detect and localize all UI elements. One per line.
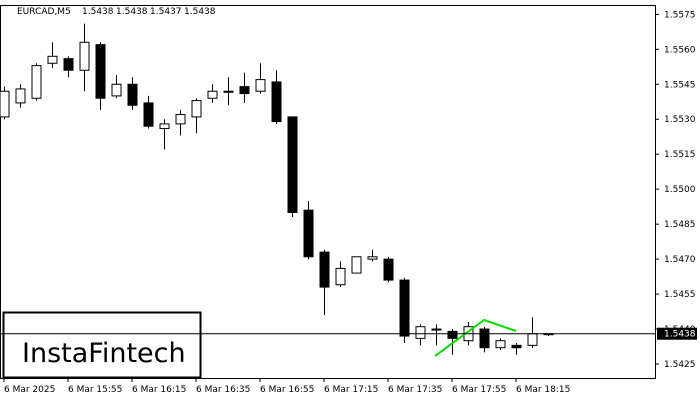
x-tick-label: 6 Mar 17:35 <box>388 385 442 395</box>
candle-body <box>175 114 186 125</box>
candle-body <box>319 251 330 288</box>
candle-body <box>15 88 26 104</box>
x-tick-label: 6 Mar 15:55 <box>68 385 122 395</box>
y-tick-label: 1.5455 <box>664 290 696 300</box>
y-tick-label: 1.5560 <box>664 45 696 55</box>
candle-body <box>255 79 266 92</box>
x-tick-label: 6 Mar 16:15 <box>132 385 186 395</box>
pattern-line <box>434 318 517 357</box>
candle-body <box>127 83 138 106</box>
symbol: EURCAD,M5 <box>17 7 71 17</box>
logo-box <box>2 311 202 379</box>
header-ohlc: 1.5438 1.5438 1.5437 1.5438 <box>82 7 216 17</box>
x-tick-label: 6 Mar 16:55 <box>260 385 314 395</box>
candle-body <box>223 90 234 93</box>
y-tick-label: 1.5500 <box>664 185 696 195</box>
y-tick-label: 1.5425 <box>664 360 696 370</box>
y-tick-label: 1.5470 <box>664 255 696 265</box>
candle-body <box>415 326 426 339</box>
candle-body <box>495 340 506 349</box>
candle-body <box>447 330 458 339</box>
candle-body <box>159 123 170 130</box>
candle-body <box>111 83 122 97</box>
x-tick-label: 6 Mar 17:15 <box>324 385 378 395</box>
x-tick-label: 6 Mar 17:55 <box>452 385 506 395</box>
current-price-label: 1.5438 <box>664 330 696 340</box>
header-value: 1.5438 <box>116 7 148 17</box>
x-tick-label: 6 Mar 2025 <box>4 385 55 395</box>
current-price-box <box>657 327 697 340</box>
candle-body <box>399 279 410 337</box>
candle-body <box>527 333 538 346</box>
candle-body <box>239 86 250 95</box>
x-tick-label: 6 Mar 18:15 <box>516 385 570 395</box>
candle-body <box>207 90 218 99</box>
header-value: 1.5437 <box>150 7 182 17</box>
header-value: 1.5438 <box>82 7 114 17</box>
x-tick-label: 6 Mar 16:35 <box>196 385 250 395</box>
y-tick-label: 1.5545 <box>664 80 696 90</box>
candle-body <box>351 256 362 274</box>
y-tick-label: 1.5530 <box>664 115 696 125</box>
candle-body <box>95 44 106 99</box>
candle-body <box>31 65 42 99</box>
candle-body <box>47 55 58 64</box>
candle-body <box>143 102 154 127</box>
y-tick-label: 1.5515 <box>664 150 696 160</box>
candle-body <box>303 209 314 258</box>
candle-body <box>383 258 394 281</box>
candle-body <box>63 58 74 71</box>
candle-body <box>335 267 346 286</box>
candle-body <box>0 90 10 118</box>
candle-body <box>511 344 522 349</box>
logo: InstaFintech <box>22 338 186 369</box>
y-tick-label: 1.5575 <box>664 10 696 20</box>
candle-body <box>431 328 442 331</box>
candle-body <box>191 100 202 118</box>
header-value: 1.5438 <box>184 7 216 17</box>
candle-body <box>367 256 378 260</box>
candle-body <box>79 41 90 71</box>
candle-body <box>271 81 282 123</box>
candle-body <box>479 328 490 349</box>
y-tick-label: 1.5485 <box>664 220 696 230</box>
candles <box>0 23 554 355</box>
candle-body <box>287 116 298 213</box>
